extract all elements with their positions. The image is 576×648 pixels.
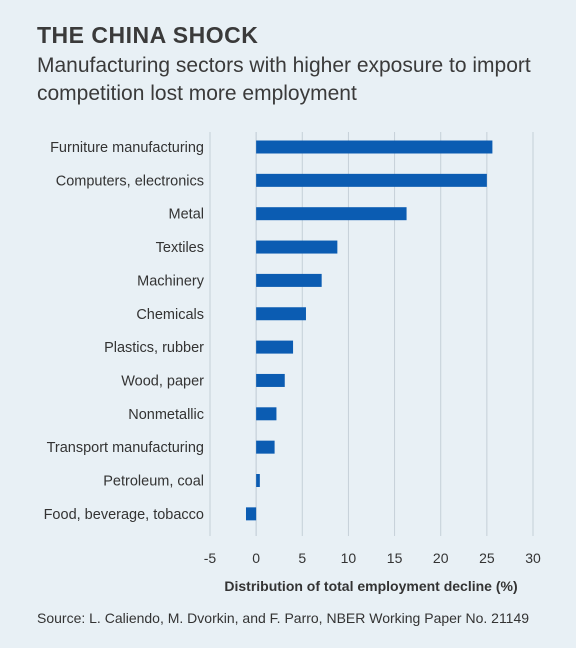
bar [256, 407, 277, 421]
bar [245, 507, 257, 521]
bar [256, 373, 285, 387]
category-label: Textiles [156, 240, 204, 256]
bar [256, 140, 493, 154]
category-label: Wood, paper [121, 373, 204, 389]
chart-subtitle: Manufacturing sectors with higher exposu… [37, 54, 531, 105]
bar [256, 240, 338, 254]
bar [256, 340, 294, 354]
bar [256, 474, 260, 487]
category-label: Metal [169, 207, 204, 223]
x-tick-label: 25 [479, 550, 495, 566]
category-label: Transport manufacturing [47, 440, 204, 456]
x-tick-label: 10 [341, 550, 357, 566]
bars [245, 140, 493, 521]
x-axis-title: Distribution of total employment decline… [224, 578, 517, 594]
x-tick-label: 0 [252, 550, 260, 566]
x-tick-label: 30 [525, 550, 541, 566]
category-label: Food, beverage, tobacco [44, 507, 204, 523]
category-label: Plastics, rubber [104, 340, 204, 356]
bar [256, 207, 407, 221]
bar [256, 273, 322, 287]
x-tick-label: 15 [387, 550, 403, 566]
grid-lines [209, 132, 534, 536]
source-note: Source: L. Caliendo, M. Dvorkin, and F. … [37, 610, 530, 626]
x-tick-label: 20 [433, 550, 449, 566]
category-label: Computers, electronics [56, 173, 204, 189]
category-label: Chemicals [136, 307, 204, 323]
category-label: Furniture manufacturing [50, 140, 204, 156]
category-label: Nonmetallic [128, 407, 204, 423]
bar [256, 307, 306, 321]
chart-title: THE CHINA SHOCK [37, 22, 259, 48]
category-labels: Furniture manufacturing Computers, electr… [44, 140, 205, 523]
x-tick-label: -5 [204, 550, 217, 566]
category-label: Petroleum, coal [103, 474, 204, 490]
x-axis-ticks: -5 0 5 10 15 20 25 30 [204, 550, 541, 566]
bar [256, 173, 487, 187]
category-label: Machinery [137, 273, 205, 289]
x-tick-label: 5 [298, 550, 306, 566]
bar [256, 440, 275, 454]
